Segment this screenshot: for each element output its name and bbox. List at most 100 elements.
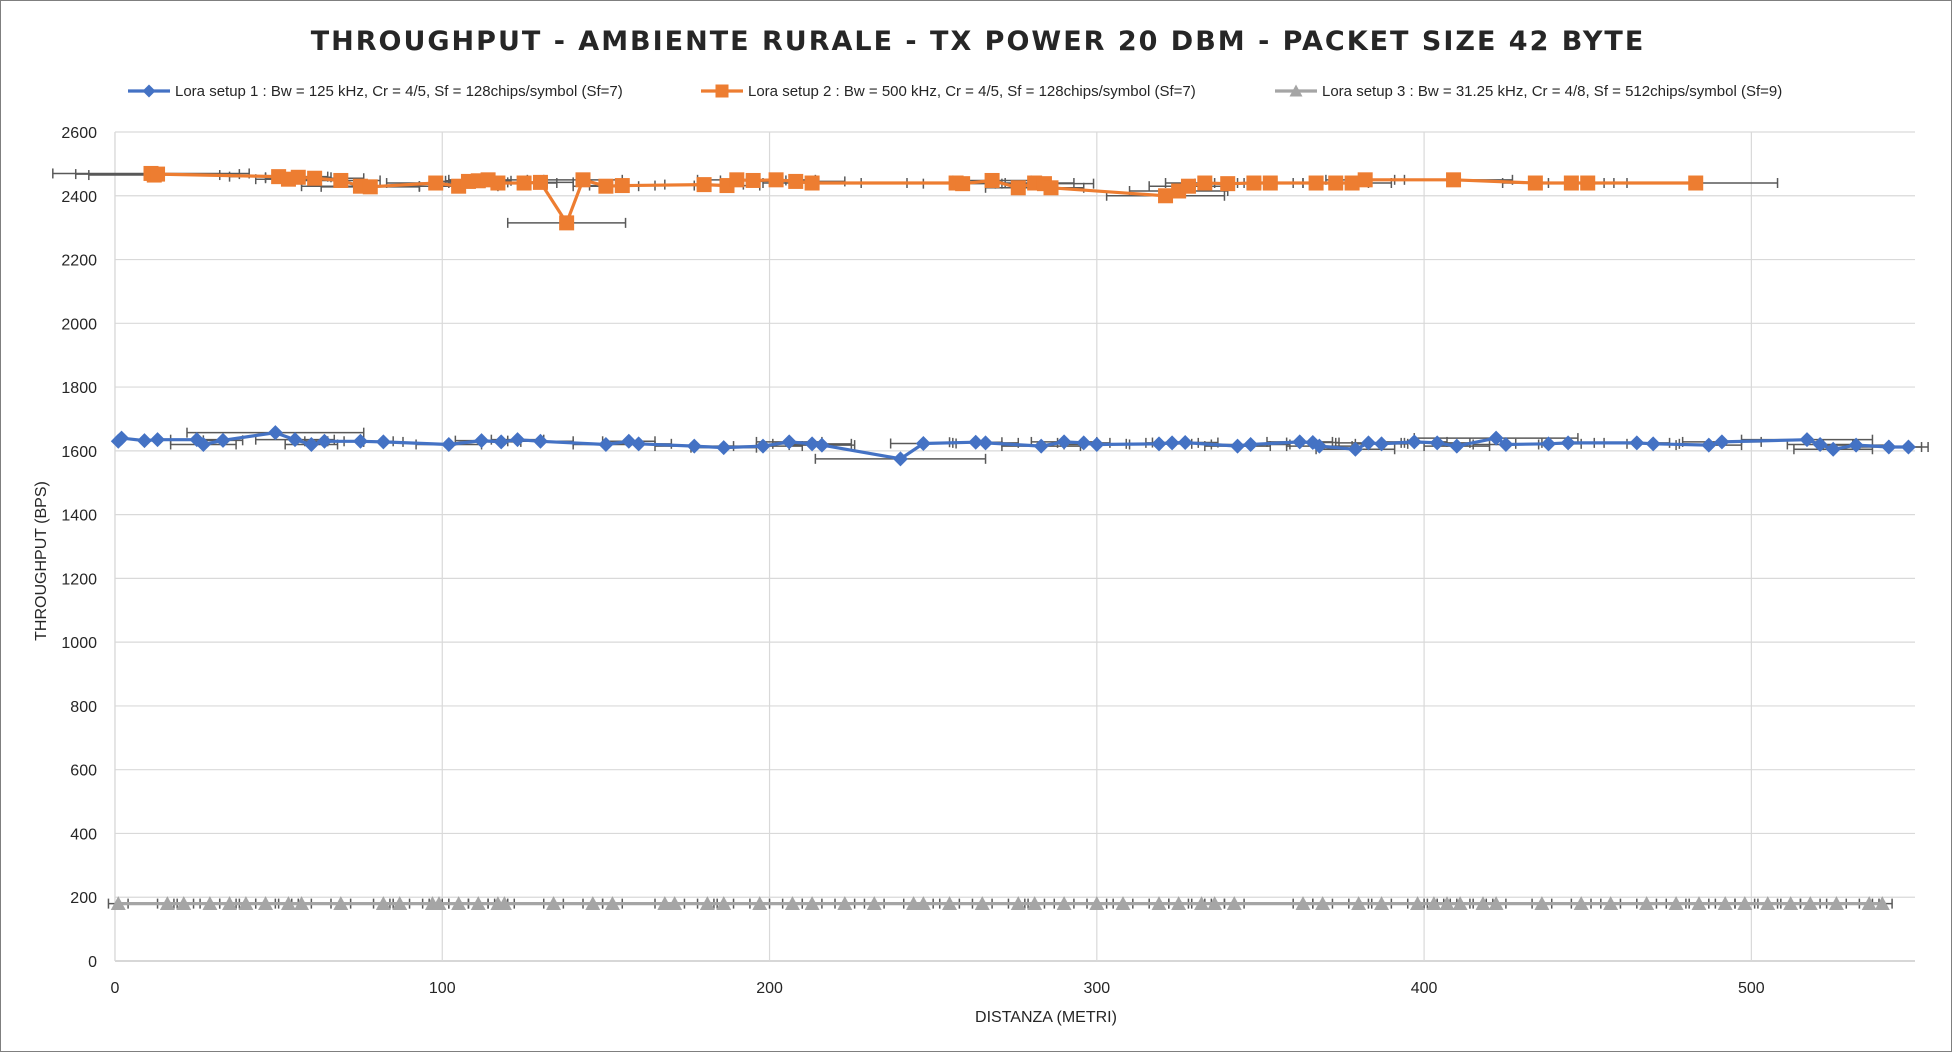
data-point: [915, 436, 931, 452]
data-point: [1475, 896, 1491, 910]
x-tick-label: 400: [1411, 980, 1438, 997]
data-point: [1171, 896, 1187, 910]
data-point: [696, 177, 712, 193]
data-point: [1446, 172, 1462, 188]
data-point: [814, 437, 830, 453]
data-point: [1717, 896, 1733, 910]
legend-swatch-marker: [1289, 84, 1303, 97]
data-point: [238, 896, 254, 910]
data-point: [470, 896, 486, 910]
data-point: [375, 896, 391, 910]
data-point: [1292, 434, 1308, 450]
data-point: [316, 433, 332, 449]
data-point: [176, 896, 192, 910]
x-tick-label: 500: [1738, 980, 1765, 997]
data-point: [804, 175, 820, 191]
data-point: [716, 440, 732, 456]
data-point: [1429, 435, 1445, 451]
data-point: [1760, 896, 1776, 910]
data-point: [222, 896, 238, 910]
data-point: [1344, 175, 1360, 191]
data-point: [150, 432, 166, 448]
data-point: [333, 896, 349, 910]
data-point: [585, 896, 601, 910]
data-point: [804, 436, 820, 452]
data-point: [866, 896, 882, 910]
data-point: [333, 172, 349, 188]
data-point: [1374, 896, 1390, 910]
data-point: [768, 172, 784, 188]
data-point: [258, 896, 274, 910]
data-point: [631, 436, 647, 452]
data-point: [1246, 175, 1262, 191]
legend-label: Lora setup 3 : Bw = 31.25 kHz, Cr = 4/8,…: [1322, 83, 1782, 100]
data-point: [1799, 432, 1815, 448]
data-point: [657, 896, 673, 910]
data-point: [1701, 437, 1717, 453]
data-point: [942, 896, 958, 910]
data-point: [892, 451, 908, 467]
data-point: [1439, 896, 1455, 910]
data-point: [150, 166, 166, 182]
data-point: [1220, 176, 1236, 192]
data-point: [1197, 175, 1213, 191]
data-point: [294, 896, 310, 910]
y-tick-label: 1000: [61, 635, 97, 652]
data-point: [428, 175, 444, 191]
data-point: [352, 433, 368, 449]
data-point: [1426, 896, 1442, 910]
data-point: [837, 896, 853, 910]
data-point: [1010, 180, 1026, 196]
data-point: [1033, 438, 1049, 454]
data-point: [614, 178, 630, 194]
data-point: [1861, 896, 1877, 910]
y-tick-label: 1200: [61, 571, 97, 588]
data-point: [745, 172, 761, 188]
data-point: [575, 172, 591, 188]
y-tick-label: 1600: [61, 444, 97, 461]
data-point: [516, 175, 532, 191]
data-point: [1881, 439, 1897, 455]
data-point: [804, 896, 820, 910]
data-point: [287, 432, 303, 448]
data-point: [215, 432, 231, 448]
data-point: [1714, 434, 1730, 450]
data-point: [532, 174, 548, 190]
data-point: [451, 896, 467, 910]
data-point: [1164, 435, 1180, 451]
series-2: [52, 165, 1779, 231]
data-point: [496, 896, 512, 910]
data-point: [532, 433, 548, 449]
data-point: [716, 896, 732, 910]
data-point: [1488, 430, 1504, 446]
data-point: [1226, 896, 1242, 910]
data-point: [490, 175, 506, 191]
data-point: [667, 896, 683, 910]
data-point: [1010, 896, 1026, 910]
legend-item-1: Lora setup 1 : Bw = 125 kHz, Cr = 4/5, S…: [128, 83, 623, 100]
data-point: [280, 896, 296, 910]
data-point: [1177, 435, 1193, 451]
data-point: [1828, 896, 1844, 910]
data-point: [968, 434, 984, 450]
x-tick-label: 0: [111, 980, 120, 997]
data-point: [1262, 175, 1278, 191]
series-1: [110, 425, 1929, 467]
data-point: [1573, 896, 1589, 910]
x-axis-title: DISTANZA (METRI): [975, 1009, 1117, 1026]
legend-item-3: Lora setup 3 : Bw = 31.25 kHz, Cr = 4/8,…: [1275, 83, 1782, 100]
data-point: [1207, 896, 1223, 910]
data-point: [1563, 175, 1579, 191]
data-point: [1639, 896, 1655, 910]
data-point: [1874, 896, 1890, 910]
data-point: [1848, 437, 1864, 453]
data-point: [1243, 436, 1259, 452]
data-point: [441, 436, 457, 452]
data-point: [1900, 439, 1916, 455]
data-point: [493, 434, 509, 450]
data-point: [1802, 896, 1818, 910]
x-tick-label: 200: [756, 980, 783, 997]
data-point: [974, 896, 990, 910]
data-point: [686, 438, 702, 454]
